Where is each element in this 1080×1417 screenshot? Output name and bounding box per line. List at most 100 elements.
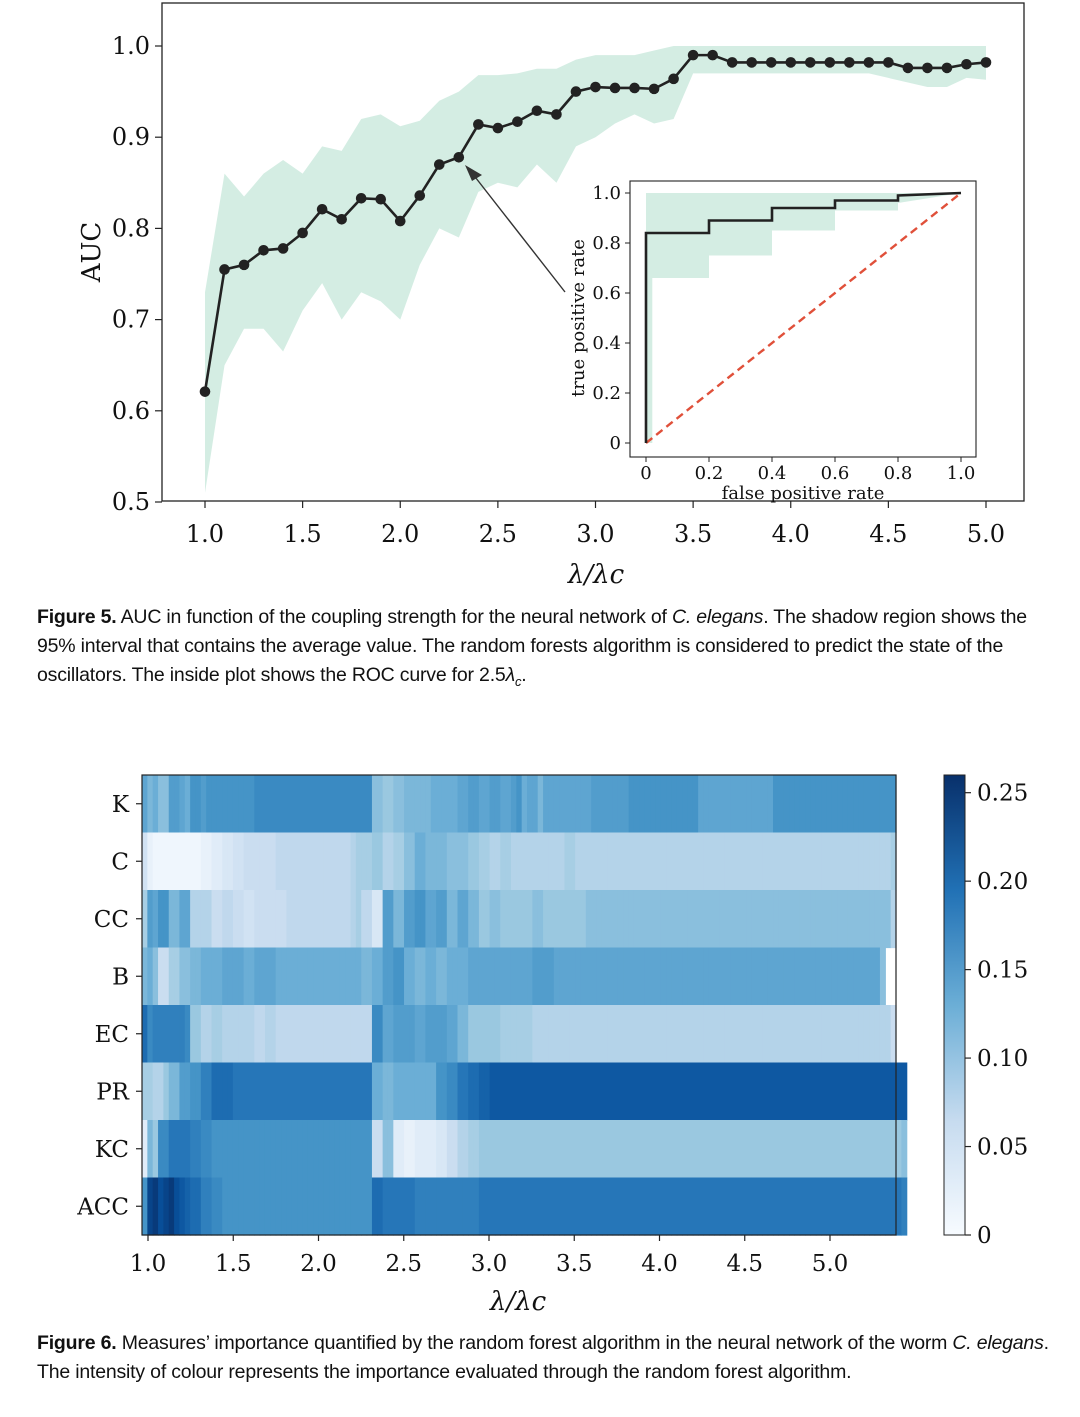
heatmap-cell [286,947,293,1006]
heatmap-cell [387,890,394,949]
heatmap-cell [719,775,726,834]
heatmap-cell [746,1120,753,1179]
heatmap-cell [751,832,758,891]
heatmap-cell [623,890,630,949]
heatmap-cell [473,775,480,834]
heatmap-cell [510,832,517,891]
heatmap-cell [232,1177,239,1236]
heatmap-cell [778,1177,785,1236]
row-label: C [111,849,129,875]
heatmap-cell [500,1177,507,1236]
heatmap-cell [190,1005,197,1064]
heatmap-cell [430,832,437,891]
heatmap-cell [510,890,517,949]
heatmap-cell [719,1062,726,1121]
heatmap-cell [842,947,849,1006]
x-tick-label: 4.0 [641,1251,678,1277]
heatmap-cell [248,1120,255,1179]
heatmap-cell [703,1062,710,1121]
heatmap-cell [585,890,592,949]
heatmap-cell [735,1062,742,1121]
heatmap-cell [623,1120,630,1179]
heatmap-cell [575,1062,582,1121]
heatmap-cell [810,947,817,1006]
heatmap-cell [371,1177,378,1236]
heatmap-cell [264,1177,271,1236]
heatmap-cell [377,890,384,949]
heatmap-cell [489,890,496,949]
heatmap-cell [821,1177,828,1236]
heatmap-cell [355,890,362,949]
heatmap-cell [698,1062,705,1121]
heatmap-cell [307,775,314,834]
heatmap-cell [628,1005,635,1064]
heatmap-cell [286,1120,293,1179]
heatmap-cell [313,1120,320,1179]
heatmap-cell [874,1062,881,1121]
heatmap-cell [382,832,389,891]
heatmap-cell [350,775,357,834]
species-name-2: C. elegans [952,1332,1044,1354]
heatmap-cell [671,947,678,1006]
heatmap-cell [195,832,202,891]
heatmap-cell [211,775,218,834]
heatmap-cell [879,1062,886,1121]
heatmap-cell [612,1062,619,1121]
heatmap-cell [243,1120,250,1179]
colorbar-tick-label: 0 [977,1223,992,1249]
heatmap-cell [692,832,699,891]
heatmap-cell [393,832,400,891]
heatmap-cell [457,1177,464,1236]
heatmap-cell [692,890,699,949]
heatmap-cell [746,1005,753,1064]
heatmap-cell [666,1005,673,1064]
heatmap-cell [521,832,528,891]
heatmap-cell [211,1120,218,1179]
figure6-caption-text-2: . The intensity of colour represents the… [37,1332,1049,1383]
heatmap-cell [168,947,175,1006]
heatmap-cell [489,775,496,834]
heatmap-cell [313,890,320,949]
heatmap-cell [521,1177,528,1236]
heatmap-cell [200,832,207,891]
heatmap-cell [537,1177,544,1236]
heatmap-cell [329,947,336,1006]
heatmap-cell [184,947,191,1006]
heatmap-cell [617,1177,624,1236]
heatmap-cell [227,832,234,891]
heatmap-cell [794,1005,801,1064]
heatmap-cell [591,890,598,949]
heatmap-cell [847,775,854,834]
heatmap-cell [869,947,876,1006]
heatmap-cell [200,1062,207,1121]
heatmap-cell [462,1177,469,1236]
heatmap-cell [617,1062,624,1121]
heatmap-cell [404,890,410,949]
heatmap-cell [692,1062,699,1121]
heatmap-cell [687,775,694,834]
heatmap-cell [569,890,576,949]
heatmap-cell [243,1177,250,1236]
heatmap-cell [404,1062,410,1121]
heatmap-cell [724,890,731,949]
heatmap-cell [216,1120,223,1179]
heatmap-cell [190,890,197,949]
heatmap-cell [639,1005,646,1064]
heatmap-cell [698,1177,705,1236]
x-tick-label: 4.5 [726,1251,763,1277]
heatmap-cell [393,947,400,1006]
x-axis-label: λ/λc [567,560,625,590]
heatmap-cell [404,775,410,834]
x-tick-label: 3.0 [471,1251,508,1277]
heatmap-cell [478,1005,485,1064]
heatmap-cell [821,1120,828,1179]
heatmap-cell [569,1120,576,1179]
heatmap-cell [163,1062,170,1121]
heatmap-cell [746,947,753,1006]
heatmap-cell [532,1120,539,1179]
x-tick-label: 5.0 [812,1251,849,1277]
heatmap-cell [158,1005,164,1064]
x-tick-label: 1.5 [215,1251,252,1277]
heatmap-cell [291,1062,298,1121]
data-point [336,213,347,225]
